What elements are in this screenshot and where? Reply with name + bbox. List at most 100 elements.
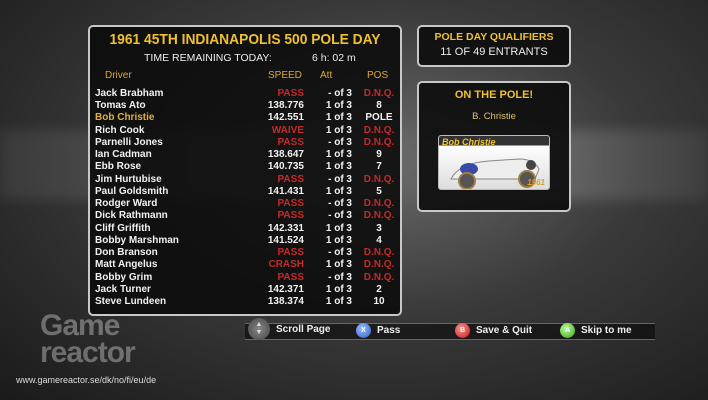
attempts: 1 of 3 [325,161,352,173]
driver-name: Steve Lundeen [95,296,167,308]
attempts: 1 of 3 [325,234,352,246]
header-att: Att [320,70,333,81]
speed: PASS [277,198,305,210]
driver-car-card: Bob Christie 1961 [438,135,550,190]
position: D.N.Q. [363,210,395,222]
speed: PASS [277,271,305,283]
table-row: Matt Angelus CRASH 1 of 3 D.N.Q. [90,259,400,271]
table-row: Jack Brabham PASS - of 3 D.N.Q. [90,88,400,100]
table-row: Rich Cook WAIVE 1 of 3 D.N.Q. [90,125,400,137]
attempts: 1 of 3 [325,259,352,271]
time-remaining: TIME REMAINING TODAY: 6 h: 02 m [90,52,400,66]
table-row: Ebb Rose 140.735 1 of 3 7 [90,161,400,173]
position: 8 [376,100,382,112]
car-card-name: Bob Christie [442,137,496,147]
position: D.N.Q. [363,271,395,283]
gamereactor-watermark-logo: Game reactor [40,309,136,369]
attempts: - of 3 [328,210,352,222]
speed: 141.431 [267,185,304,197]
driver-name: Jack Brabham [95,88,164,99]
driver-name: Bobby Marshman [95,234,179,246]
table-row: Paul Goldsmith 141.431 1 of 3 5 [90,186,400,198]
race-car-image [450,158,540,189]
x-button-icon: X [356,323,371,338]
position: D.N.Q. [363,136,395,148]
position: 2 [376,283,382,295]
position: D.N.Q. [363,259,395,271]
speed: 142.551 [267,112,304,124]
speed: CRASH [268,259,304,271]
table-row: Tomas Ato 138.776 1 of 3 8 [90,100,400,112]
a-button-icon: A [560,323,575,338]
attempts: - of 3 [328,88,352,99]
position: POLE [365,112,393,124]
driver-name: Matt Angelus [95,259,158,271]
driver-name: Rodger Ward [95,198,158,210]
attempts: 1 of 3 [325,222,352,234]
speed: 138.776 [267,100,304,112]
position: D.N.Q. [363,173,395,185]
on-the-pole-panel: ON THE POLE! B. Christie Bob Christie 19… [417,81,571,212]
time-remaining-value: 6 h: 02 m [312,52,356,64]
header-speed: SPEED [268,70,302,81]
attempts: 1 of 3 [325,112,352,124]
speed: 138.374 [267,296,304,308]
b-button-icon: B [455,323,470,338]
speed: 142.371 [267,283,304,295]
page-title: 1961 45TH INDIANAPOLIS 500 POLE DAY [109,31,381,48]
driver-name: Rich Cook [95,124,145,136]
position: 7 [376,161,382,173]
attempts: 1 of 3 [325,185,352,197]
table-row: Don Branson PASS - of 3 D.N.Q. [90,247,400,259]
position: D.N.Q. [363,124,395,136]
qualifying-results-panel: 1961 45TH INDIANAPOLIS 500 POLE DAY TIME… [88,25,402,316]
qualifiers-count: 11 OF 49 ENTRANTS [440,46,548,58]
pole-title: ON THE POLE! [454,89,534,101]
speed: PASS [277,88,305,99]
speed: PASS [277,247,305,259]
speed: PASS [277,136,305,148]
car-card-year: 1961 [527,178,545,187]
header-pos: POS [367,70,389,81]
table-row: Jim Hurtubise PASS - of 3 D.N.Q. [90,174,400,186]
pole-day-qualifiers-panel: POLE DAY QUALIFIERS 11 OF 49 ENTRANTS [417,25,571,67]
attempts: - of 3 [328,198,352,210]
speed: PASS [277,173,305,185]
driver-name: Dick Rathmann [95,210,168,222]
qualifiers-title: POLE DAY QUALIFIERS [434,31,554,43]
attempts: - of 3 [328,173,352,185]
table-row: Cliff Griffith 142.331 1 of 3 3 [90,223,400,235]
attempts: - of 3 [328,271,352,283]
driver-name: Cliff Griffith [95,222,151,234]
table-row: Bobby Grim PASS - of 3 D.N.Q. [90,272,400,284]
position: 5 [376,185,382,197]
driver-name: Parnelli Jones [95,136,163,148]
position: D.N.Q. [363,88,395,99]
scroll-page-button[interactable]: ▲ ▼ Scroll Page [248,318,330,340]
table-row: Dick Rathmann PASS - of 3 D.N.Q. [90,210,400,222]
speed: WAIVE [271,124,304,136]
attempts: - of 3 [328,247,352,259]
pass-button[interactable]: X Pass [356,323,400,338]
speed: 140.735 [267,161,304,173]
scroll-page-label: Scroll Page [276,323,331,335]
time-remaining-label: TIME REMAINING TODAY: [144,52,272,64]
driver-name: Tomas Ato [95,100,146,112]
speed: 142.331 [267,222,304,234]
speed: PASS [277,210,305,222]
driver-name: Don Branson [95,247,158,259]
table-row: Bob Christie 142.551 1 of 3 POLE [90,112,400,124]
table-row: Steve Lundeen 138.374 1 of 3 10 [90,296,400,308]
controls-bar [245,323,655,340]
driver-name: Ebb Rose [95,161,142,173]
attempts: 1 of 3 [325,149,352,161]
table-row: Jack Turner 142.371 1 of 3 2 [90,284,400,296]
skip-to-me-button[interactable]: A Skip to me [560,323,632,338]
pole-driver: B. Christie [472,111,516,122]
header-driver: Driver [105,70,132,81]
position: 9 [376,149,382,161]
table-row: Ian Cadman 138.647 1 of 3 9 [90,149,400,161]
pass-label: Pass [377,325,401,336]
save-quit-button[interactable]: B Save & Quit [455,323,532,338]
attempts: 1 of 3 [325,283,352,295]
